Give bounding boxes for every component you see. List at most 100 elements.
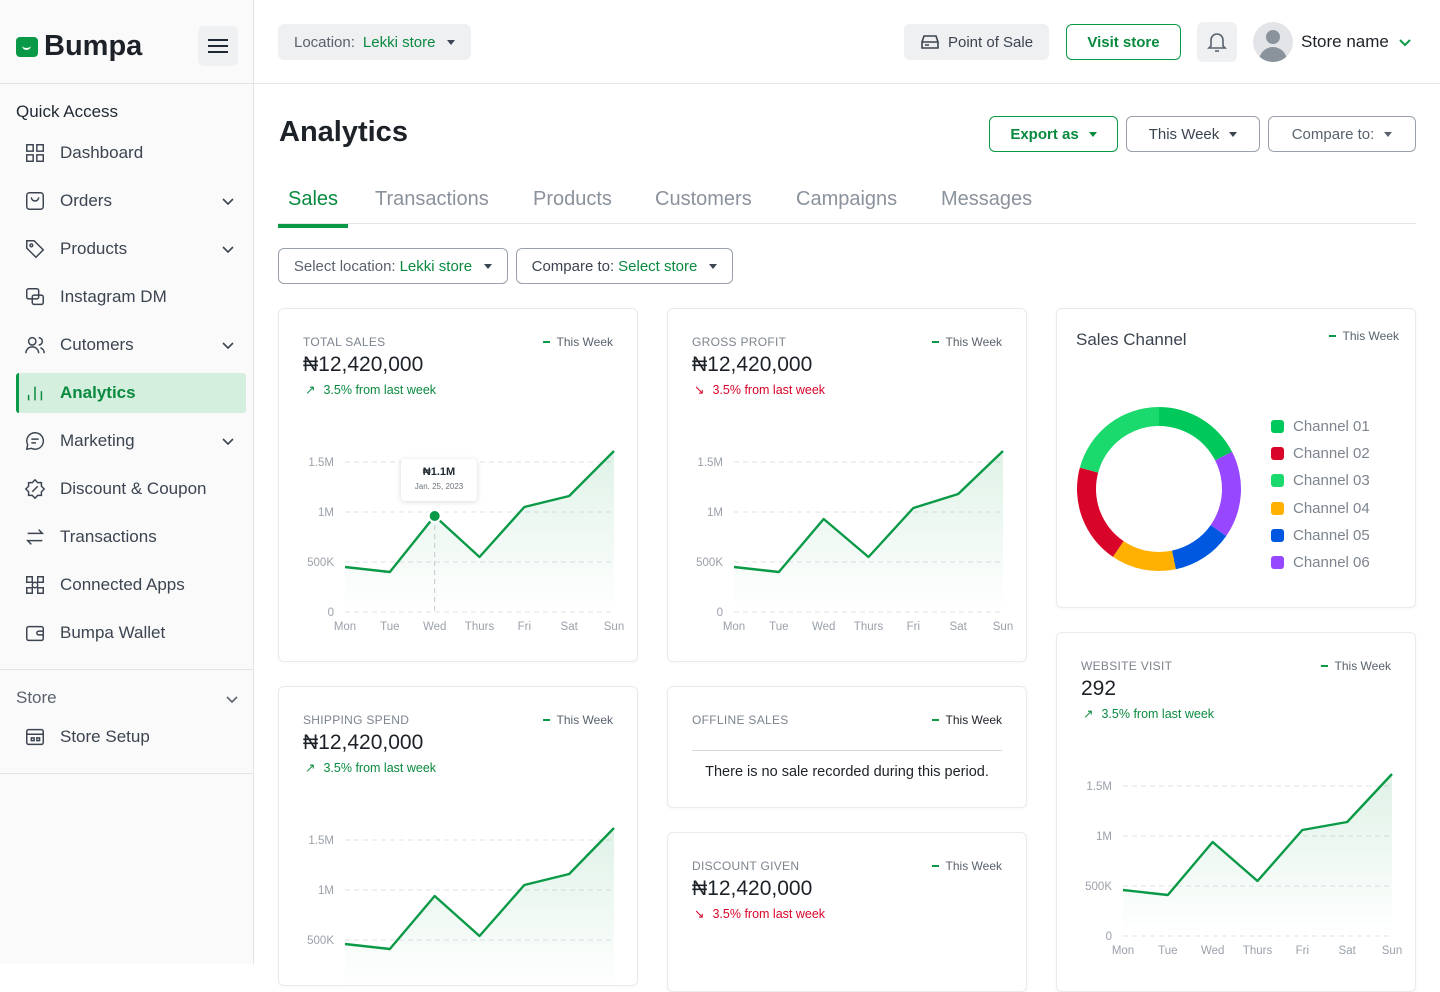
x-tick-label: Thurs <box>854 621 884 633</box>
sidebar-item-cutomers[interactable]: Cutomers <box>16 325 246 365</box>
chevron-down-icon <box>226 696 238 704</box>
legend-this-week: This Week <box>1321 659 1391 673</box>
y-tick-label: 1.5M <box>697 457 723 469</box>
analytics-tabs: Sales Transactions Products Customers Ca… <box>278 184 1416 228</box>
x-tick-label: Mon <box>1112 945 1134 957</box>
donut-slice-channel-01[interactable] <box>1159 407 1233 461</box>
card-label: SHIPPING SPEND <box>303 713 410 727</box>
period-selector[interactable]: This Week <box>1126 116 1260 152</box>
area-fill <box>734 451 1003 612</box>
donut-slice-channel-02[interactable] <box>1077 467 1124 557</box>
sidebar-item-discount-coupon[interactable]: Discount & Coupon <box>16 469 246 509</box>
arrow-up-right-icon: ↗ <box>305 383 316 397</box>
chevron-down-icon <box>222 198 234 206</box>
sidebar-item-analytics[interactable]: Analytics <box>16 373 246 413</box>
point-of-sale-button[interactable]: Point of Sale <box>904 24 1050 60</box>
donut-slice-channel-06[interactable] <box>1210 451 1241 536</box>
card-value: ₦12,420,000 <box>692 353 813 376</box>
page-title: Analytics <box>279 116 408 148</box>
arrow-up-right-icon: ↗ <box>305 761 316 775</box>
sidebar-item-label: Cutomers <box>60 335 134 354</box>
change-indicator: ↗ 3.5% from last week <box>1083 706 1215 722</box>
x-tick-label: Fri <box>1296 945 1309 957</box>
area-fill <box>345 828 614 985</box>
export-button[interactable]: Export as <box>989 116 1118 152</box>
discount-icon <box>24 478 46 500</box>
gross-profit-chart: 0 500K 1M 1.5M Mon Tue Wed Thurs Fri Sat Sun <box>696 450 1013 633</box>
donut-slice-channel-05[interactable] <box>1171 525 1227 570</box>
tab-transactions[interactable]: Transactions <box>375 188 489 210</box>
bumpa-logo[interactable]: Bumpa <box>16 30 142 63</box>
series-line <box>733 450 1004 574</box>
sidebar-item-products[interactable]: Products <box>16 229 246 269</box>
legend-swatch <box>1271 528 1284 542</box>
location-selector[interactable]: Location: Lekki store <box>278 24 472 60</box>
sidebar-item-connected-apps[interactable]: Connected Apps <box>16 565 246 605</box>
menu-toggle-button[interactable] <box>198 26 238 66</box>
change-indicator: ↘ 3.5% from last week <box>694 382 826 398</box>
store-section-toggle[interactable]: Store <box>16 688 240 708</box>
card-title: Sales Channel <box>1076 330 1187 349</box>
tab-messages[interactable]: Messages <box>941 188 1033 210</box>
sidebar-item-marketing[interactable]: Marketing <box>16 421 246 461</box>
card-value: ₦12,420,000 <box>692 877 813 900</box>
card-value: 292 <box>1081 677 1117 700</box>
y-tick-label: 1M <box>1096 831 1112 843</box>
users-icon <box>25 336 45 354</box>
grid-icon <box>26 144 44 162</box>
x-tick-label: Fri <box>518 621 531 633</box>
website-visit-chart: 0 500K 1M 1.5M Mon Tue Wed Thurs Fri Sat Sun <box>1085 773 1402 957</box>
sidebar-item-label: Analytics <box>60 383 136 402</box>
donut-slice-channel-03[interactable] <box>1079 407 1159 473</box>
y-tick-label: 1.5M <box>308 457 334 469</box>
chevron-down-icon <box>222 342 234 350</box>
chart-tooltip: ₦1.1M Jan. 25, 2023 <box>401 459 477 501</box>
tab-sales[interactable]: Sales <box>278 188 349 228</box>
y-tick-label: 1.5M <box>1086 781 1112 793</box>
y-tick-label: 500K <box>307 935 334 947</box>
donut-slice-channel-04[interactable] <box>1112 541 1176 571</box>
card-label: OFFLINE SALES <box>692 713 789 727</box>
tab-campaigns[interactable]: Campaigns <box>796 188 898 210</box>
data-point[interactable] <box>427 509 442 523</box>
total-sales-chart: 0 500K 1M 1.5M Mon Tue Wed Thurs Fri Sat Sun <box>307 450 624 633</box>
location-filter[interactable]: Select location: Lekki store <box>278 248 508 284</box>
shipping-spend-card: SHIPPING SPEND This Week ₦12,420,000 ↗ 3.… <box>278 686 638 986</box>
apps-icon <box>26 576 44 594</box>
sidebar-item-orders[interactable]: Orders <box>16 181 246 221</box>
sidebar-item-bumpa-wallet[interactable]: Bumpa Wallet <box>16 613 246 653</box>
legend-this-week: This Week <box>932 713 1002 727</box>
compare-selector[interactable]: Compare to: <box>1268 116 1416 152</box>
legend-item: Channel 05 <box>1271 522 1370 549</box>
tab-customers[interactable]: Customers <box>655 188 752 210</box>
x-tick-label: Tue <box>769 621 788 633</box>
legend-item: Channel 04 <box>1271 495 1370 522</box>
sidebar-item-label: Marketing <box>60 431 135 450</box>
wallet-icon <box>26 625 44 642</box>
chevron-down-icon <box>1399 39 1411 47</box>
tab-products[interactable]: Products <box>533 188 612 210</box>
sidebar-item-transactions[interactable]: Transactions <box>16 517 246 557</box>
sidebar-item-instagram-dm[interactable]: Instagram DM <box>16 277 246 317</box>
caret-down-icon <box>447 39 456 45</box>
x-tick-label: Fri <box>907 621 920 633</box>
sidebar-item-store-setup[interactable]: Store Setup <box>16 717 246 757</box>
visit-store-button[interactable]: Visit store <box>1066 24 1181 60</box>
bar-chart-icon <box>27 386 43 401</box>
y-tick-label: 1M <box>318 507 334 519</box>
sidebar-item-label: Connected Apps <box>60 575 185 594</box>
series-line <box>344 450 615 574</box>
legend-swatch <box>1271 474 1284 488</box>
card-label: GROSS PROFIT <box>692 335 787 349</box>
channel-legend: Channel 01 Channel 02 Channel 03 Channel 04… <box>1271 413 1370 576</box>
compare-store-filter[interactable]: Compare to: Select store <box>516 248 733 284</box>
sidebar-item-label: Bumpa Wallet <box>60 623 166 642</box>
avatar <box>1253 22 1293 62</box>
legend-swatch <box>1271 420 1284 434</box>
empty-state-text: There is no sale recorded during this pe… <box>705 764 989 780</box>
sidebar-item-dashboard[interactable]: Dashboard <box>16 133 246 173</box>
notifications-button[interactable] <box>1197 22 1237 62</box>
store-account-menu[interactable]: Store name <box>1253 22 1413 62</box>
y-tick-label: 500K <box>696 557 723 569</box>
topbar: Location: Lekki store Point of Sale Visit… <box>254 0 1440 84</box>
